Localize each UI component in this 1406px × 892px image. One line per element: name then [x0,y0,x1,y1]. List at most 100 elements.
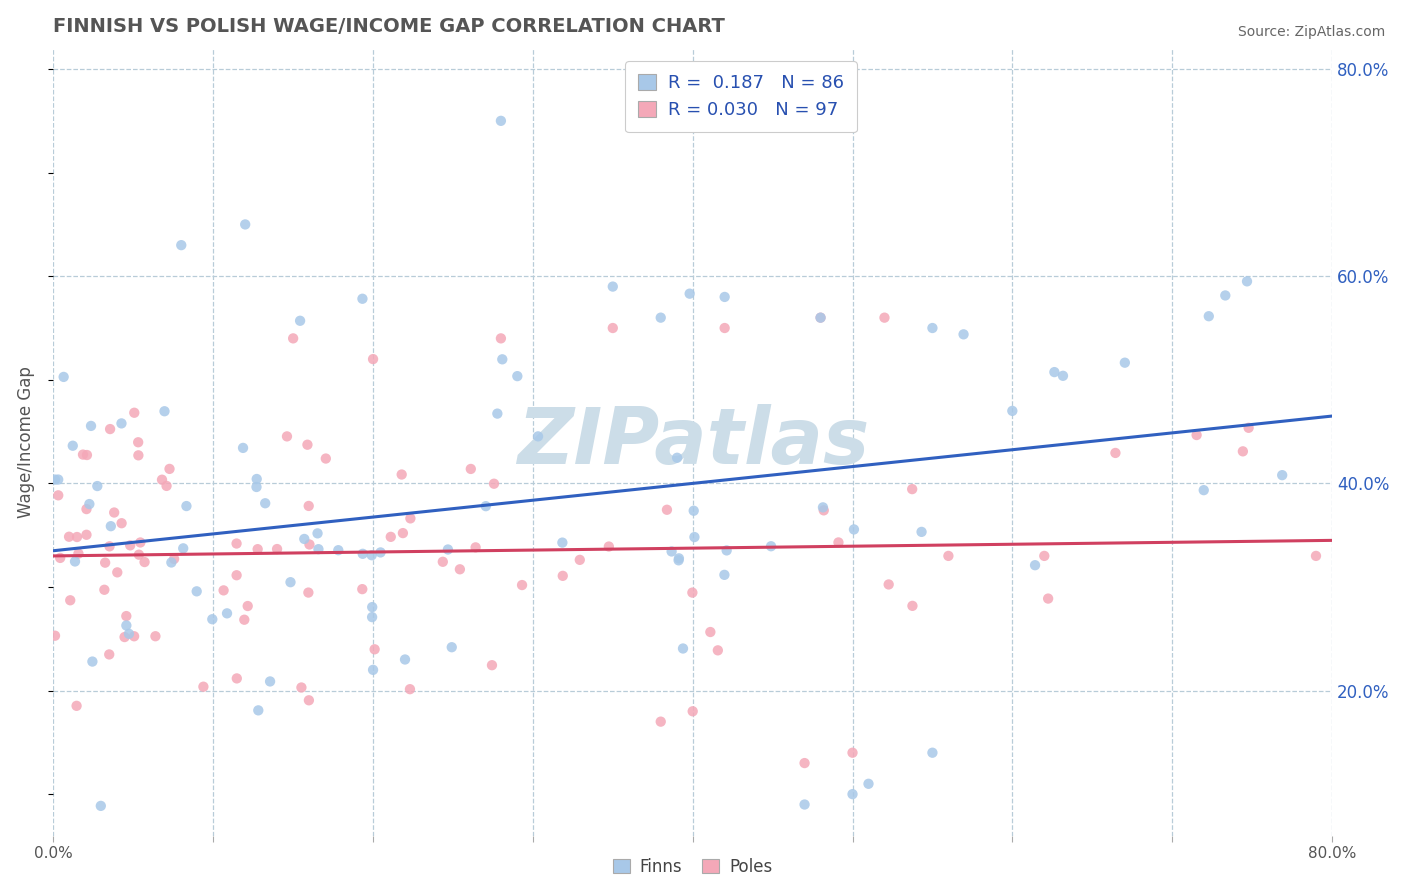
Point [201,612,224,626]
Point [63,554,86,568]
Point [682,504,704,518]
Point [298,537,321,551]
Point [399,682,422,697]
Point [100,519,122,533]
Point [128,548,150,562]
Point [1033,549,1056,563]
Point [683,530,706,544]
Point [901,599,924,613]
Text: ZIPatlas: ZIPatlas [516,404,869,480]
Point [679,286,702,301]
Point [1024,558,1046,573]
Point [716,543,738,558]
Point [713,567,735,582]
Point [103,506,125,520]
Point [115,609,138,624]
Point [94,556,117,570]
Point [650,310,672,325]
Point [655,502,678,516]
Point [489,113,512,128]
Point [315,451,337,466]
Point [352,582,374,596]
Point [259,674,281,689]
Legend: Finns, Poles: Finns, Poles [606,851,779,882]
Point [1036,591,1059,606]
Point [449,562,471,576]
Point [98,422,121,436]
Point [44,629,66,643]
Point [793,797,815,812]
Point [49,550,72,565]
Point [952,327,974,342]
Point [921,321,943,335]
Point [489,331,512,345]
Point [254,496,277,510]
Point [98,539,121,553]
Point [58,530,80,544]
Point [290,681,312,695]
Point [215,607,238,621]
Point [62,439,84,453]
Point [176,499,198,513]
Point [598,540,620,554]
Point [232,441,254,455]
Point [246,472,269,486]
Point [1001,404,1024,418]
Point [810,310,832,325]
Point [225,672,247,686]
Point [110,516,132,531]
Point [98,648,121,662]
Point [93,582,115,597]
Point [682,704,704,718]
Point [120,538,142,552]
Point [266,542,288,557]
Point [163,552,186,566]
Point [212,583,235,598]
Point [186,584,208,599]
Point [76,528,98,542]
Point [482,476,505,491]
Point [759,539,782,553]
Point [1236,274,1258,288]
Point [1052,368,1074,383]
Point [568,553,591,567]
Point [486,407,509,421]
Point [160,556,183,570]
Point [877,577,900,591]
Point [245,480,267,494]
Point [506,369,529,384]
Point [391,467,413,482]
Point [361,600,384,615]
Point [153,404,176,418]
Point [811,500,834,515]
Point [155,479,177,493]
Point [150,473,173,487]
Point [842,523,865,537]
Point [460,462,482,476]
Point [602,321,624,335]
Point [713,290,735,304]
Point [124,406,146,420]
Point [813,503,835,517]
Point [551,535,574,549]
Point [681,585,703,599]
Point [361,663,384,677]
Point [666,450,689,465]
Point [352,292,374,306]
Point [551,569,574,583]
Point [1104,446,1126,460]
Y-axis label: Wage/Income Gap: Wage/Income Gap [17,366,35,518]
Point [276,429,298,443]
Point [672,641,695,656]
Text: Source: ZipAtlas.com: Source: ZipAtlas.com [1237,25,1385,39]
Point [46,473,69,487]
Point [481,658,503,673]
Point [76,448,98,462]
Point [288,314,311,328]
Point [307,542,329,557]
Point [298,499,321,513]
Point [361,352,384,367]
Point [129,535,152,549]
Point [280,575,302,590]
Point [281,331,304,345]
